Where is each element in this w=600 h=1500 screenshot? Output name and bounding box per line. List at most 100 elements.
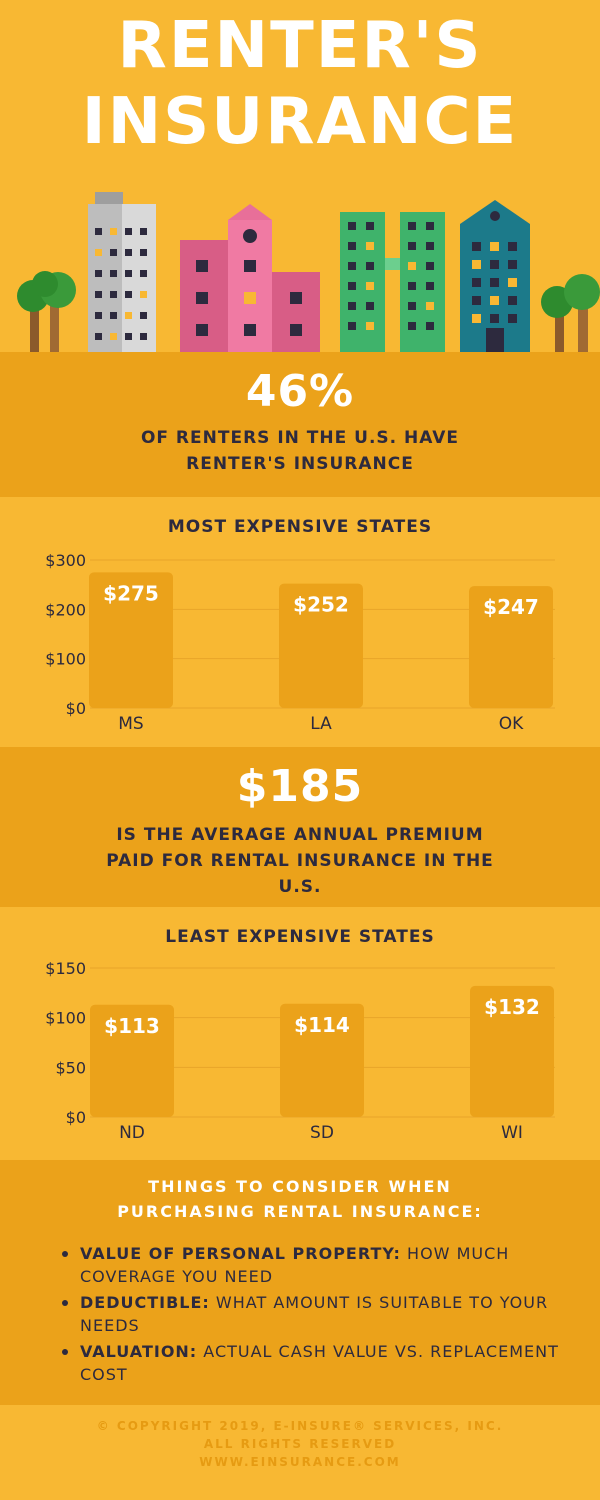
window [426, 222, 434, 230]
window [508, 260, 517, 269]
average-premium-stat: $185 IS THE AVERAGE ANNUAL PREMIUM PAID … [0, 747, 600, 907]
window [472, 314, 481, 323]
teal-building-icon [460, 200, 530, 352]
y-tick-label: $100 [45, 650, 86, 669]
x-tick-label: WI [501, 1123, 523, 1143]
window [348, 262, 356, 270]
window [196, 260, 208, 272]
window [508, 296, 517, 305]
window [490, 242, 499, 251]
window [95, 228, 102, 235]
x-tick-label: SD [310, 1123, 334, 1143]
y-tick-label: $150 [45, 959, 86, 978]
window [472, 260, 481, 269]
window [110, 312, 117, 319]
copyright-text: © COPYRIGHT 2019, E-INSURE® SERVICES, IN… [0, 1417, 600, 1471]
header: RENTER'S INSURANCE [0, 0, 600, 352]
tree-icon [541, 274, 600, 352]
item-label: VALUATION: [80, 1342, 198, 1361]
window [508, 242, 517, 251]
considerations-title: THINGS TO CONSIDER WHEN PURCHASING RENTA… [117, 1177, 483, 1221]
window [348, 282, 356, 290]
window [366, 222, 374, 230]
window [125, 333, 132, 340]
window [348, 322, 356, 330]
copyright-line: © COPYRIGHT 2019, E-INSURE® SERVICES, IN… [96, 1419, 504, 1433]
tree-icon [17, 271, 76, 352]
x-tick-label: MS [118, 714, 143, 734]
window [490, 314, 499, 323]
y-tick-label: $100 [45, 1009, 86, 1028]
teal-building-windows [472, 242, 517, 323]
item-text: HOW MUCH COVERAGE YOU NEED [80, 1244, 510, 1286]
data-label: $247 [483, 595, 539, 619]
green-building-icon [340, 212, 445, 352]
y-tick-label: $200 [45, 600, 86, 619]
chart-title: MOST EXPENSIVE STATES [167, 517, 433, 537]
window [290, 324, 302, 336]
title-line-2: INSURANCE [81, 85, 519, 159]
bar [279, 583, 363, 708]
window [140, 312, 147, 319]
y-tick-label: $0 [66, 699, 86, 718]
window [408, 322, 416, 330]
window [490, 278, 499, 287]
window [95, 291, 102, 298]
window [244, 292, 256, 304]
window [110, 270, 117, 277]
window [408, 222, 416, 230]
window [95, 333, 102, 340]
window [95, 270, 102, 277]
item-text: ACTUAL CASH VALUE VS. REPLACEMENT COST [80, 1342, 559, 1384]
window [348, 302, 356, 310]
chart-title: LEAST EXPENSIVE STATES [165, 927, 435, 947]
window [366, 242, 374, 250]
bar [89, 572, 173, 708]
window [490, 296, 499, 305]
window [408, 302, 416, 310]
title-line-1: RENTER'S [117, 9, 483, 83]
window [472, 242, 481, 251]
item-label: DEDUCTIBLE: [80, 1293, 210, 1312]
bar [280, 1003, 364, 1117]
stat-description: IS THE AVERAGE ANNUAL PREMIUM PAID FOR R… [106, 825, 494, 897]
rights-line: ALL RIGHTS RESERVED [203, 1437, 397, 1451]
y-tick-label: $300 [45, 551, 86, 570]
window [490, 260, 499, 269]
window [95, 312, 102, 319]
considerations-section: THINGS TO CONSIDER WHEN PURCHASING RENTA… [0, 1160, 600, 1405]
window [508, 314, 517, 323]
y-tick-label: $50 [55, 1058, 86, 1077]
window [426, 282, 434, 290]
window [366, 302, 374, 310]
item-label: VALUE OF PERSONAL PROPERTY: [80, 1244, 401, 1263]
window [508, 278, 517, 287]
list-item: DEDUCTIBLE: WHAT AMOUNT IS SUITABLE TO Y… [60, 1291, 570, 1337]
window [348, 222, 356, 230]
least-expensive-chart: LEAST EXPENSIVE STATES $0 $50 $100 $150 $113… [0, 907, 600, 1160]
pink-building-windows [196, 260, 302, 336]
window [426, 242, 434, 250]
bar-chart-svg: $0 $50 $100 $150 $113 ND $114 SD $132 WI [45, 959, 555, 1143]
green-building-windows [348, 222, 434, 330]
window [196, 292, 208, 304]
window [348, 242, 356, 250]
window [408, 242, 416, 250]
bar [90, 1004, 174, 1117]
window [125, 312, 132, 319]
list-item: VALUATION: ACTUAL CASH VALUE VS. REPLACE… [60, 1340, 570, 1386]
window [408, 262, 416, 270]
stat-amount: $185 [236, 761, 364, 812]
window [125, 249, 132, 256]
data-label: $252 [293, 593, 349, 617]
x-tick-label: ND [119, 1123, 145, 1143]
most-expensive-chart: MOST EXPENSIVE STATES $0 $100 $200 $300 $275… [0, 497, 600, 747]
renters-insured-stat: 46% OF RENTERS IN THE U.S. HAVE RENTER'S… [0, 352, 600, 497]
window [95, 249, 102, 256]
window [366, 322, 374, 330]
data-label: $114 [294, 1013, 350, 1037]
window [366, 282, 374, 290]
x-tick-label: OK [499, 714, 524, 734]
window [125, 228, 132, 235]
stat-percentage: 46% [245, 366, 355, 417]
